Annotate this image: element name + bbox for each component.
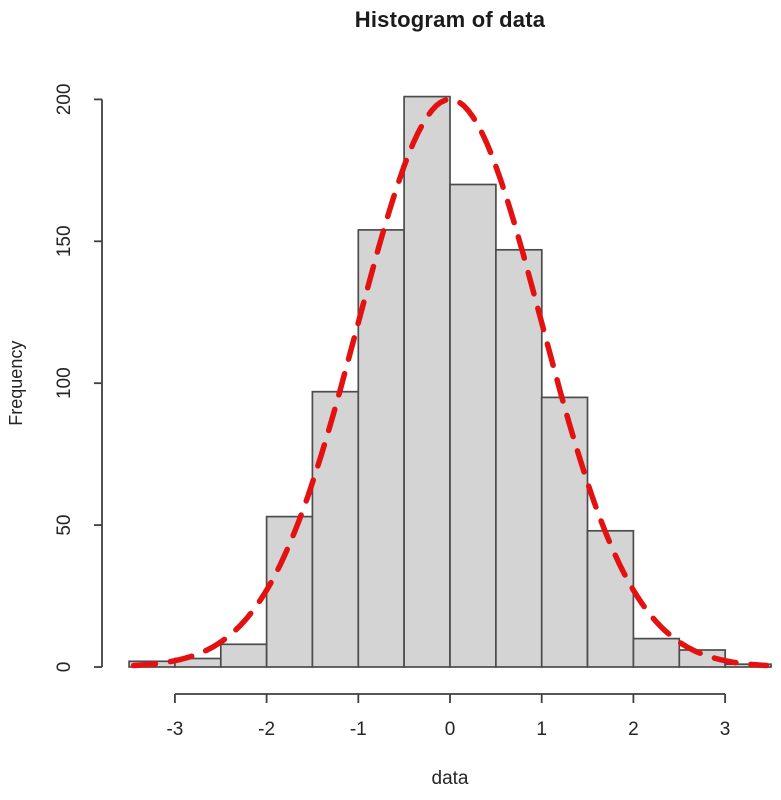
chart-title: Histogram of data bbox=[354, 7, 546, 32]
histogram-bar bbox=[586, 529, 635, 668]
histogram-bar bbox=[357, 229, 405, 668]
x-tick-label: 3 bbox=[720, 719, 731, 740]
histogram-bar bbox=[495, 248, 543, 668]
histogram-bar bbox=[265, 515, 314, 668]
x-axis-title: data bbox=[432, 768, 469, 789]
histogram-bar bbox=[449, 183, 497, 668]
y-tick-label: 100 bbox=[54, 367, 75, 399]
histogram-bar bbox=[219, 643, 268, 668]
y-tick-label: 200 bbox=[54, 84, 75, 116]
x-tick-label: -3 bbox=[166, 719, 183, 740]
x-tick-label: 0 bbox=[445, 719, 456, 740]
histogram-bar bbox=[311, 390, 360, 668]
x-tick-label: -1 bbox=[350, 719, 367, 740]
y-tick-label: 50 bbox=[54, 515, 75, 536]
y-tick-label: 150 bbox=[54, 225, 75, 257]
x-tick-label: 1 bbox=[536, 719, 547, 740]
histogram-bar bbox=[403, 95, 451, 668]
x-tick-label: -2 bbox=[258, 719, 275, 740]
x-tick-label: 2 bbox=[628, 719, 639, 740]
histogram-bar bbox=[540, 396, 589, 668]
y-tick-label: 0 bbox=[54, 662, 75, 673]
normal-density-curve bbox=[130, 96, 770, 669]
y-axis-title: Frequency bbox=[6, 341, 26, 426]
histogram-bar bbox=[632, 637, 681, 668]
